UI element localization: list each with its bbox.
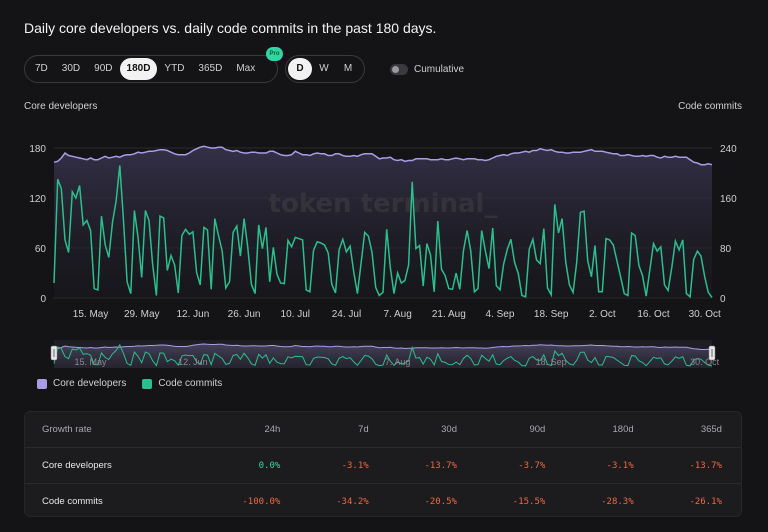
left-axis-title: Core developers	[24, 101, 98, 112]
navigator-tick: 30. Oct	[690, 357, 720, 367]
table-header-cell: 7d	[358, 424, 369, 435]
chart: 0 60 120 180 0 80 160 240 token terminal_ 15. May…	[29, 144, 737, 368]
growth-rate-table: Growth rate 24h 7d 30d 90d 180d 365d Core devel…	[24, 411, 742, 517]
x-axis-tick: 16. Oct	[637, 309, 669, 320]
left-axis-tick: 0	[40, 294, 46, 305]
page-title: Daily core developers vs. daily code com…	[24, 20, 437, 36]
right-axis-tick: 0	[720, 294, 726, 305]
range-button-90d[interactable]: 90D	[94, 63, 113, 74]
table-header-cell: 24h	[264, 424, 281, 435]
range-button-30d[interactable]: 30D	[61, 63, 81, 74]
navigator-developers-area	[54, 344, 712, 368]
legend-swatch	[37, 378, 47, 389]
table-header-cell: 180d	[612, 424, 634, 435]
range-button-ytd[interactable]: YTD	[164, 63, 185, 74]
table-row: Code commits -100.0% -34.2% -20.5% -15.5% -28…	[25, 484, 741, 516]
growth-value-cell: -3.1%	[606, 460, 634, 471]
row-label: Code commits	[42, 496, 103, 507]
x-axis-tick: 21. Aug	[432, 309, 466, 320]
x-axis-tick: 29. May	[124, 309, 160, 320]
legend-label: Core developers	[53, 378, 127, 389]
x-axis-tick: 26. Jun	[228, 309, 261, 320]
table-row: Core developers 0.0% -3.1% -13.7% -3.7% -3.1%…	[25, 448, 741, 484]
table-header-cell: 90d	[529, 424, 546, 435]
table-header-cell: 365d	[700, 424, 722, 435]
granularity-button-m[interactable]: M	[343, 63, 353, 74]
navigator-commits-line	[53, 343, 713, 367]
pro-badge: Pro	[266, 47, 283, 61]
growth-value-cell: -13.7%	[689, 460, 722, 471]
range-button-max[interactable]: Max	[236, 63, 256, 74]
granularity-button-w[interactable]: W	[319, 63, 329, 74]
toggle-knob	[392, 66, 399, 73]
legend-item-core-developers[interactable]: Core developers	[37, 378, 126, 389]
table-header-cell: 30d	[441, 424, 457, 435]
x-axis-tick: 15. May	[73, 309, 109, 320]
growth-value-cell: -100.0%	[242, 496, 281, 507]
growth-value-cell: -3.7%	[518, 460, 546, 471]
x-axis-tick: 18. Sep	[534, 309, 569, 320]
table-header-row: Growth rate 24h 7d 30d 90d 180d 365d	[25, 412, 741, 448]
right-axis-tick: 240	[720, 144, 737, 155]
table-header-cell: Growth rate	[42, 424, 92, 435]
growth-value-cell: -34.2%	[336, 496, 369, 507]
developers-line	[53, 145, 713, 166]
x-axis-tick: 12. Jun	[177, 309, 210, 320]
granularity-button-d[interactable]: D	[288, 58, 312, 80]
x-axis-tick: 4. Sep	[486, 309, 515, 320]
legend-label: Code commits	[158, 378, 223, 389]
cumulative-label: Cumulative	[414, 64, 465, 75]
navigator-tick: 15. May	[75, 357, 108, 367]
left-axis-tick: 60	[35, 244, 47, 255]
x-axis-tick: 7. Aug	[383, 309, 411, 320]
x-axis-tick: 2. Oct	[589, 309, 616, 320]
left-axis-tick: 120	[29, 194, 46, 205]
growth-value-cell: -20.5%	[424, 496, 457, 507]
commits-line	[53, 165, 713, 299]
growth-value-cell: 0.0%	[258, 460, 281, 471]
navigator-tick: 12. Jun	[178, 357, 208, 367]
growth-value-cell: -28.3%	[601, 496, 634, 507]
range-button-7d[interactable]: 7D	[35, 63, 48, 74]
x-axis-tick: 30. Oct	[689, 309, 721, 320]
right-axis-title: Code commits	[678, 101, 742, 112]
time-range-selector: 7D 30D 90D 180D YTD 365D Max	[24, 55, 278, 83]
cumulative-toggle[interactable]	[390, 64, 408, 75]
navigator-tick: 7. Aug	[385, 357, 411, 367]
watermark: token terminal_	[269, 189, 498, 219]
left-axis-tick: 180	[29, 144, 46, 155]
growth-value-cell: -3.1%	[341, 460, 369, 471]
growth-value-cell: -13.7%	[424, 460, 457, 471]
legend-swatch	[142, 378, 153, 389]
legend-item-code-commits[interactable]: Code commits	[142, 378, 222, 389]
x-axis-tick: 10. Jul	[281, 309, 310, 320]
range-button-180d[interactable]: 180D	[119, 58, 158, 80]
right-axis-tick: 160	[720, 194, 737, 205]
navigator-tick: 18. Sep	[536, 357, 567, 367]
row-label: Core developers	[42, 460, 112, 471]
developers-area	[54, 146, 712, 298]
right-axis-tick: 80	[720, 244, 732, 255]
x-axis-tick: 24. Jul	[332, 309, 361, 320]
growth-value-cell: -15.5%	[512, 496, 546, 507]
growth-value-cell: -26.1%	[689, 496, 722, 507]
chart-legend: Core developers Code commits	[37, 378, 238, 389]
navigator-developers-line	[53, 343, 713, 350]
range-button-365d[interactable]: 365D	[198, 63, 223, 74]
